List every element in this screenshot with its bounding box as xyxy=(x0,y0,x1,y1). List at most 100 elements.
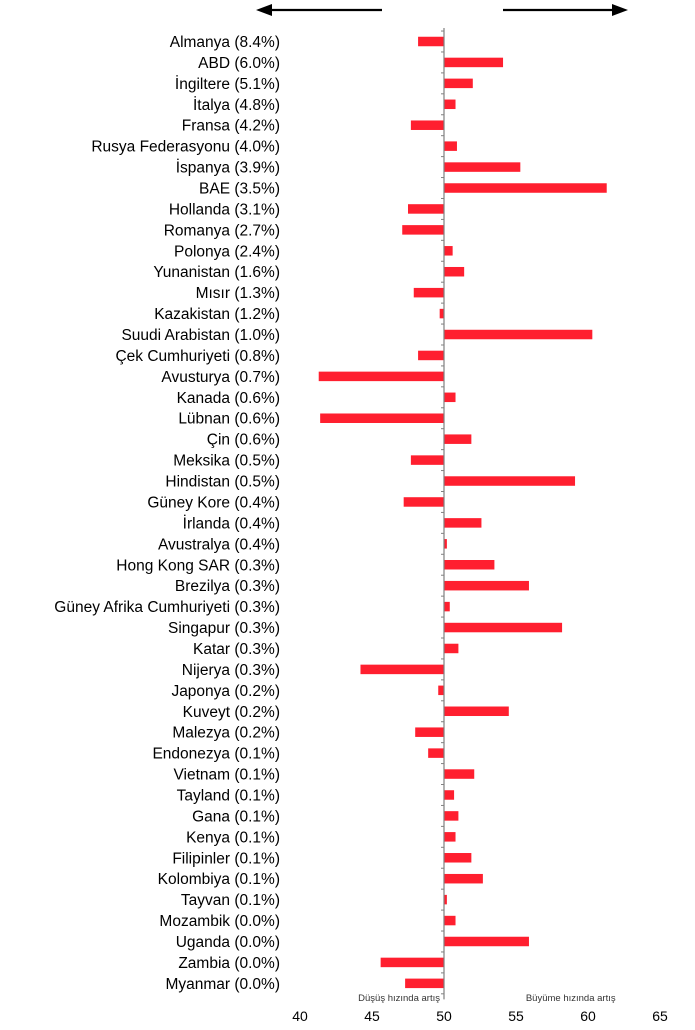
category-label: İrlanda (0.4%) xyxy=(183,514,280,532)
bar xyxy=(444,832,456,842)
bar xyxy=(444,162,521,172)
arrow-right-head xyxy=(612,4,628,16)
category-label: Mısır (1.3%) xyxy=(196,285,280,302)
category-label: ABD (6.0%) xyxy=(198,55,280,72)
bar xyxy=(444,246,453,256)
bar xyxy=(444,853,472,863)
arrows-group xyxy=(256,4,628,16)
bar xyxy=(444,706,509,717)
category-label: Suudi Arabistan (1.0%) xyxy=(121,327,280,344)
annotation-right: Büyüme hızında artış xyxy=(526,993,616,1004)
bar xyxy=(444,601,450,612)
category-label: Hong Kong SAR (0.3%) xyxy=(116,557,280,574)
category-label: Kazakistan (1.2%) xyxy=(154,306,280,323)
category-label: Myanmar (0.0%) xyxy=(165,976,280,993)
category-label: İspanya (3.9%) xyxy=(176,159,280,177)
bar xyxy=(444,560,495,570)
x-tick-label: 55 xyxy=(508,1008,524,1024)
category-label: Tayland (0.1%) xyxy=(177,787,280,804)
category-label: Rusya Federasyonu (4.0%) xyxy=(91,139,280,156)
category-label: Japonya (0.2%) xyxy=(171,683,280,700)
x-tick-label: 60 xyxy=(580,1008,596,1024)
bar xyxy=(444,266,465,277)
category-label: Çin (0.6%) xyxy=(207,432,280,449)
bar xyxy=(444,476,576,486)
bars-group xyxy=(318,30,607,995)
bar xyxy=(318,371,444,382)
bar xyxy=(410,120,444,130)
category-label: Nijerya (0.3%) xyxy=(182,662,280,679)
category-label: Vietnam (0.1%) xyxy=(173,767,280,784)
category-labels: Almanya (8.4%) ABD (6.0%) İngiltere (5.1%)… xyxy=(54,34,280,993)
arrow-left-head xyxy=(256,4,272,16)
bar xyxy=(415,727,444,737)
category-label: Yunanistan (1.6%) xyxy=(153,264,280,281)
bar xyxy=(418,36,444,47)
bar xyxy=(444,769,475,779)
bar xyxy=(444,518,482,528)
category-label: Zambia (0.0%) xyxy=(178,955,280,972)
bar xyxy=(438,685,444,696)
category-label: Çek Cumhuriyeti (0.8%) xyxy=(115,348,280,365)
bar xyxy=(444,539,447,549)
category-label: Kanada (0.6%) xyxy=(177,390,280,407)
category-label: Katar (0.3%) xyxy=(193,641,280,658)
bar xyxy=(405,978,444,989)
category-label: Avustralya (0.4%) xyxy=(158,536,280,553)
bar xyxy=(439,308,444,319)
annotation-left: Düşüş hızında artış xyxy=(358,993,440,1004)
bar xyxy=(444,392,456,403)
x-tick-label: 40 xyxy=(292,1008,308,1024)
category-label: Filipinler (0.1%) xyxy=(172,850,280,867)
category-label: Güney Kore (0.4%) xyxy=(147,494,280,511)
category-label: Meksika (0.5%) xyxy=(173,453,280,470)
x-tick-labels: 40 45 50 55 60 65 xyxy=(292,1008,668,1024)
category-label: Tayvan (0.1%) xyxy=(181,892,280,909)
bar xyxy=(444,915,456,926)
bar xyxy=(403,497,444,507)
bar xyxy=(444,622,563,633)
bar xyxy=(444,873,483,884)
bar xyxy=(360,664,444,675)
category-label: Malezya (0.2%) xyxy=(172,725,280,742)
bar xyxy=(428,748,444,758)
bar xyxy=(413,287,444,298)
bar xyxy=(444,434,472,444)
category-label: Avusturya (0.7%) xyxy=(161,369,280,386)
bar xyxy=(444,580,529,591)
bar xyxy=(444,183,607,193)
category-label: Almanya (8.4%) xyxy=(170,34,280,51)
category-label: Romanya (2.7%) xyxy=(164,222,280,239)
bar xyxy=(444,329,593,340)
category-label: Gana (0.1%) xyxy=(192,808,280,825)
bar xyxy=(402,225,444,235)
category-label: Hindistan (0.5%) xyxy=(165,474,280,491)
bar xyxy=(444,894,447,905)
category-label: Lübnan (0.6%) xyxy=(178,411,280,428)
x-tick-label: 50 xyxy=(436,1008,452,1024)
bar xyxy=(408,204,444,214)
x-tick-label: 65 xyxy=(652,1008,668,1024)
category-label: Kuveyt (0.2%) xyxy=(183,704,280,721)
category-label: İngiltere (5.1%) xyxy=(175,75,280,93)
bar xyxy=(418,350,444,361)
bar xyxy=(444,790,455,800)
category-label: Singapur (0.3%) xyxy=(168,620,280,637)
category-label: İtalya (4.8%) xyxy=(193,96,280,114)
category-label: Fransa (4.2%) xyxy=(182,118,280,135)
category-label: Polonya (2.4%) xyxy=(174,243,280,260)
bar xyxy=(444,57,504,68)
bar xyxy=(320,413,444,423)
category-label: Endonezya (0.1%) xyxy=(152,746,280,763)
category-label: Uganda (0.0%) xyxy=(176,934,280,951)
category-label: Mozambik (0.0%) xyxy=(159,913,280,930)
bar xyxy=(444,78,473,89)
category-label: Kolombiya (0.1%) xyxy=(158,871,280,888)
bar xyxy=(444,141,457,151)
category-label: Brezilya (0.3%) xyxy=(175,578,280,595)
bar xyxy=(444,643,459,654)
bar xyxy=(444,811,459,821)
category-label: Hollanda (3.1%) xyxy=(169,201,280,218)
bar xyxy=(444,936,529,947)
